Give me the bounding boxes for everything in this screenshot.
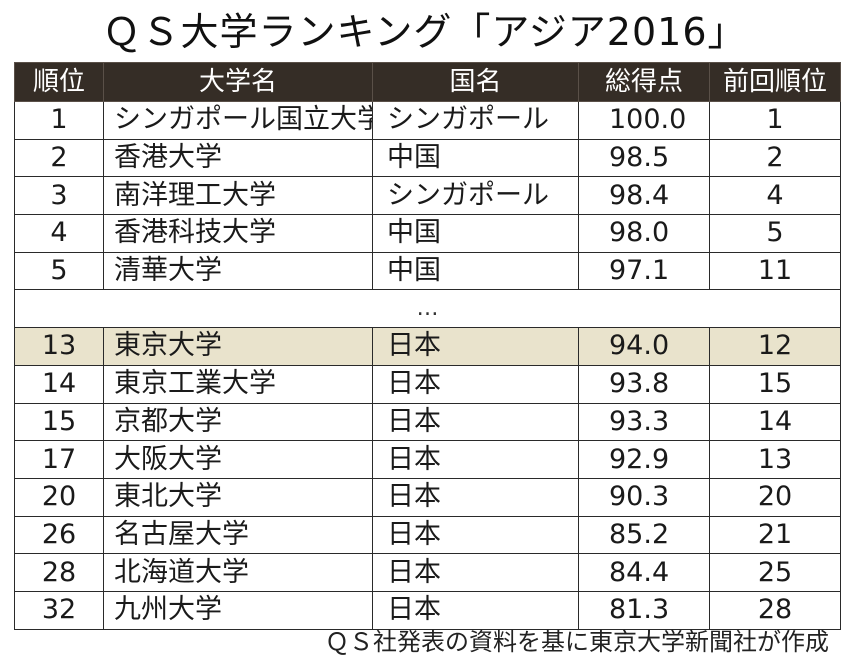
cell-score: 84.4 xyxy=(578,553,710,592)
cell-country: 日本 xyxy=(372,515,579,555)
header-row: 順位 大学名 国名 総得点 前回順位 xyxy=(14,62,841,102)
cell-rank: 1 xyxy=(14,101,104,140)
cell-score: 98.4 xyxy=(578,176,710,216)
cell-university: 名古屋大学 xyxy=(103,515,373,555)
table-body: 1 シンガポール国立大学 シンガポール 100.0 1 2 香港大学 中国 98… xyxy=(14,101,841,630)
cell-university: 南洋理工大学 xyxy=(103,176,373,216)
cell-rank: 13 xyxy=(14,327,104,366)
header-rank: 順位 xyxy=(14,62,104,102)
cell-prev-rank: 28 xyxy=(709,590,841,630)
cell-score: 93.8 xyxy=(578,364,710,404)
cell-country: 中国 xyxy=(372,138,579,178)
cell-score: 90.3 xyxy=(578,477,710,517)
table-row: 3 南洋理工大学 シンガポール 98.4 4 xyxy=(14,176,841,216)
cell-prev-rank: 12 xyxy=(709,327,841,366)
cell-rank: 3 xyxy=(14,176,104,216)
cell-country: 日本 xyxy=(372,477,579,517)
cell-score: 98.0 xyxy=(578,214,710,253)
cell-country: 日本 xyxy=(372,327,579,366)
ellipsis-cell: … xyxy=(14,289,841,329)
cell-rank: 32 xyxy=(14,590,104,630)
table-row: 28 北海道大学 日本 84.4 25 xyxy=(14,553,841,592)
cell-rank: 26 xyxy=(14,515,104,555)
cell-prev-rank: 2 xyxy=(709,138,841,178)
cell-country: 日本 xyxy=(372,402,579,442)
cell-prev-rank: 21 xyxy=(709,515,841,555)
page-title: ＱＳ大学ランキング「アジア2016」 xyxy=(102,10,747,54)
cell-score: 97.1 xyxy=(578,251,710,291)
source-note: ＱＳ社発表の資料を基に東京大学新聞社が作成 xyxy=(325,628,829,656)
header-score: 総得点 xyxy=(578,62,710,102)
cell-university: 東北大学 xyxy=(103,477,373,517)
cell-university: 京都大学 xyxy=(103,402,373,442)
table-row: 15 京都大学 日本 93.3 14 xyxy=(14,402,841,442)
cell-prev-rank: 11 xyxy=(709,251,841,291)
cell-score: 81.3 xyxy=(578,590,710,630)
cell-rank: 4 xyxy=(14,214,104,253)
header-prev-rank: 前回順位 xyxy=(709,62,841,102)
header-university: 大学名 xyxy=(103,62,373,102)
ranking-table: 順位 大学名 国名 総得点 前回順位 1 シンガポール国立大学 シンガポール 1… xyxy=(14,62,841,630)
cell-score: 100.0 xyxy=(578,101,710,140)
cell-score: 92.9 xyxy=(578,440,710,479)
cell-prev-rank: 25 xyxy=(709,553,841,592)
cell-university: 東京工業大学 xyxy=(103,364,373,404)
cell-score: 85.2 xyxy=(578,515,710,555)
table-row: 1 シンガポール国立大学 シンガポール 100.0 1 xyxy=(14,101,841,140)
cell-university: 香港大学 xyxy=(103,138,373,178)
table-row: 5 清華大学 中国 97.1 11 xyxy=(14,251,841,291)
cell-rank: 28 xyxy=(14,553,104,592)
table-header: 順位 大学名 国名 総得点 前回順位 xyxy=(14,62,841,102)
cell-prev-rank: 15 xyxy=(709,364,841,404)
cell-prev-rank: 5 xyxy=(709,214,841,253)
cell-prev-rank: 14 xyxy=(709,402,841,442)
cell-country: 日本 xyxy=(372,553,579,592)
cell-country: 中国 xyxy=(372,214,579,253)
cell-university: 香港科技大学 xyxy=(103,214,373,253)
cell-university: 清華大学 xyxy=(103,251,373,291)
cell-rank: 14 xyxy=(14,364,104,404)
cell-country: 日本 xyxy=(372,440,579,479)
table-row-highlighted: 13 東京大学 日本 94.0 12 xyxy=(14,327,841,366)
cell-university: 東京大学 xyxy=(103,327,373,366)
cell-university: 大阪大学 xyxy=(103,440,373,479)
table-row: 32 九州大学 日本 81.3 28 xyxy=(14,590,841,630)
table-row: 4 香港科技大学 中国 98.0 5 xyxy=(14,214,841,253)
ellipsis-row: … xyxy=(14,289,841,329)
cell-score: 93.3 xyxy=(578,402,710,442)
cell-prev-rank: 13 xyxy=(709,440,841,479)
table-row: 2 香港大学 中国 98.5 2 xyxy=(14,138,841,178)
cell-rank: 2 xyxy=(14,138,104,178)
cell-university: シンガポール国立大学 xyxy=(103,101,373,140)
cell-country: シンガポール xyxy=(372,101,579,140)
table-row: 26 名古屋大学 日本 85.2 21 xyxy=(14,515,841,555)
cell-rank: 20 xyxy=(14,477,104,517)
header-country: 国名 xyxy=(372,62,579,102)
cell-country: 日本 xyxy=(372,590,579,630)
table-row: 17 大阪大学 日本 92.9 13 xyxy=(14,440,841,479)
cell-university: 北海道大学 xyxy=(103,553,373,592)
cell-country: 日本 xyxy=(372,364,579,404)
cell-score: 94.0 xyxy=(578,327,710,366)
cell-rank: 5 xyxy=(14,251,104,291)
table-row: 20 東北大学 日本 90.3 20 xyxy=(14,477,841,517)
cell-university: 九州大学 xyxy=(103,590,373,630)
cell-country: シンガポール xyxy=(372,176,579,216)
table-row: 14 東京工業大学 日本 93.8 15 xyxy=(14,364,841,404)
cell-prev-rank: 1 xyxy=(709,101,841,140)
cell-prev-rank: 20 xyxy=(709,477,841,517)
cell-rank: 17 xyxy=(14,440,104,479)
cell-prev-rank: 4 xyxy=(709,176,841,216)
cell-country: 中国 xyxy=(372,251,579,291)
cell-rank: 15 xyxy=(14,402,104,442)
cell-score: 98.5 xyxy=(578,138,710,178)
